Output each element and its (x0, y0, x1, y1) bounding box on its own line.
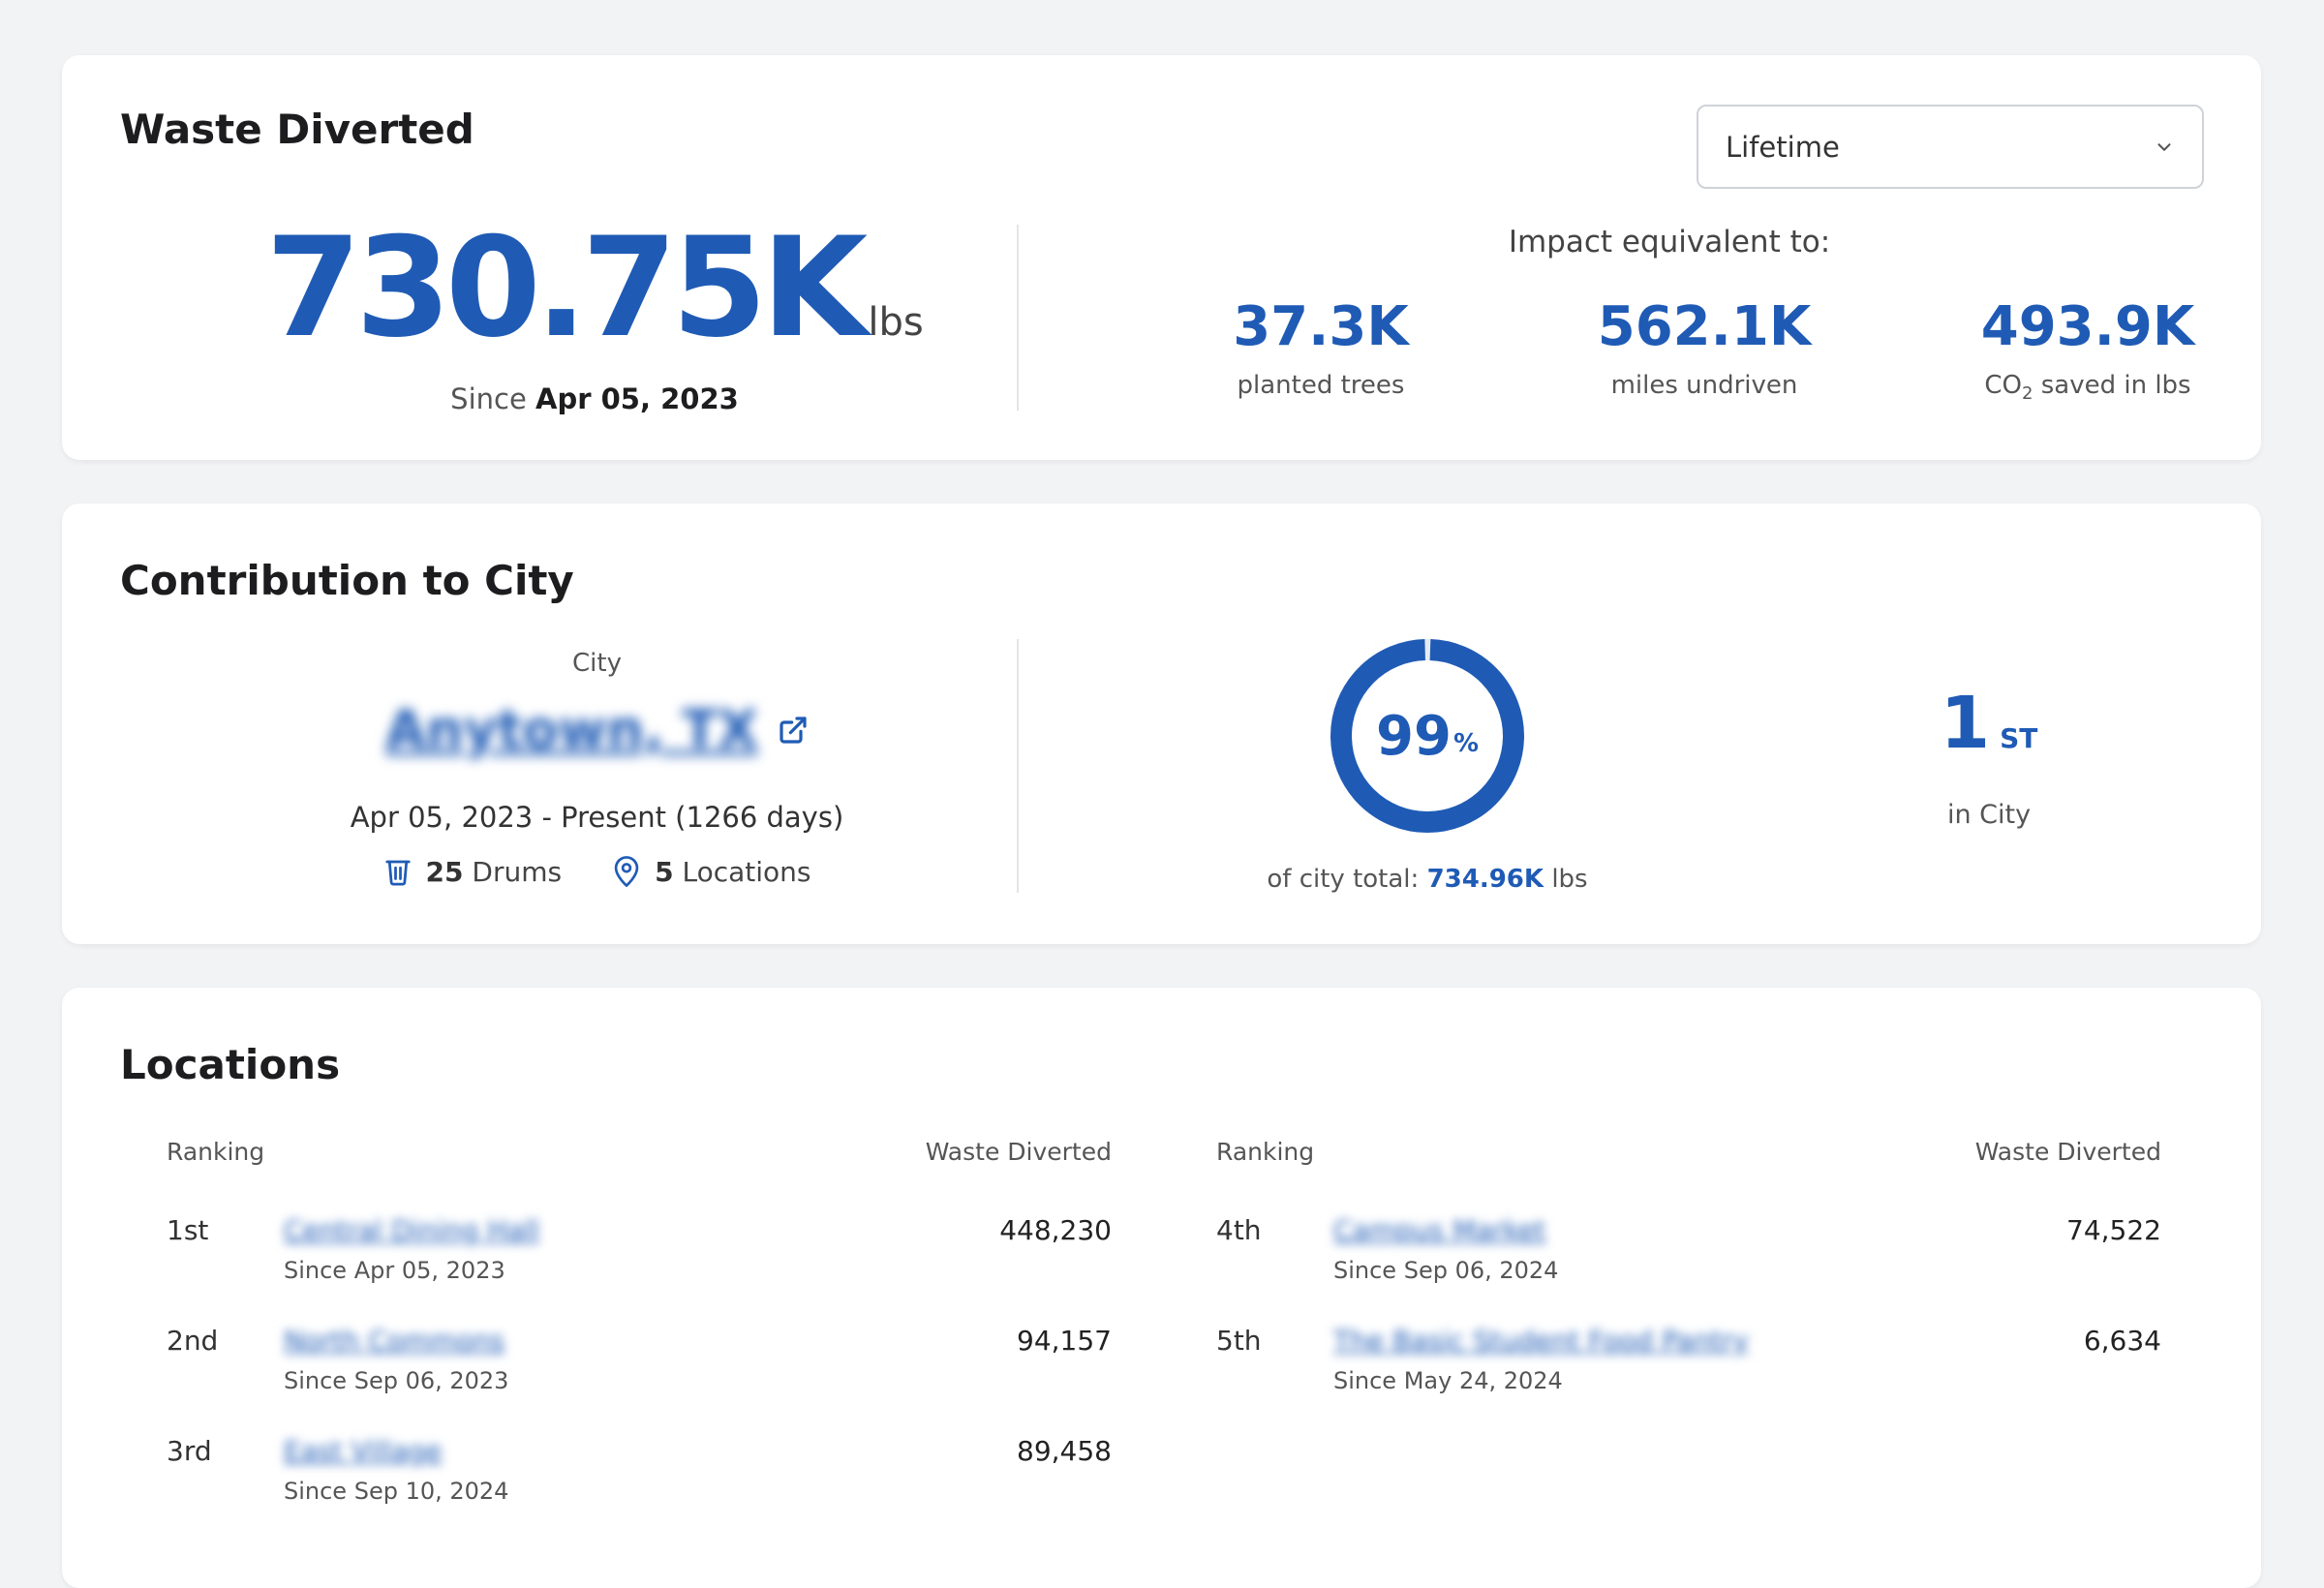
row-since: Since Sep 10, 2024 (284, 1478, 509, 1505)
date-range: Apr 05, 2023 - Present (1266 days) (350, 801, 844, 834)
row-since: Since Sep 06, 2023 (284, 1367, 509, 1394)
waste-diverted-title: Waste Diverted (120, 106, 474, 153)
col-waste-diverted: Waste Diverted (1974, 1138, 2161, 1166)
donut-chart (1330, 639, 1524, 833)
row-since: Since May 24, 2024 (1333, 1367, 1563, 1394)
location-link[interactable]: The Basic Student Food Pantry (1333, 1325, 1749, 1357)
row-since: Since Apr 05, 2023 (284, 1257, 505, 1284)
city-total-prefix: of city total: (1267, 865, 1420, 894)
col-ranking: Ranking (1216, 1138, 1315, 1166)
col-waste-diverted: Waste Diverted (925, 1138, 1112, 1166)
map-pin-icon (614, 856, 639, 887)
rank-suffix: ST (2000, 722, 2038, 754)
city-total-value: 734.96K (1426, 865, 1544, 894)
drums-count: 25 Drums (383, 855, 563, 888)
impact-miles: 562.1K miles undriven (1530, 297, 1879, 400)
divider (1017, 225, 1019, 411)
row-since: Since Sep 06, 2024 (1333, 1257, 1559, 1284)
co2-label-sub: 2 (2022, 382, 2034, 404)
table-row: 2nd North Commons Since Sep 06, 2023 94,… (167, 1313, 1112, 1423)
row-rank: 4th (1216, 1214, 1262, 1246)
period-select-value: Lifetime (1726, 130, 1840, 164)
row-value: 74,522 (2066, 1214, 2161, 1246)
since-prefix: Since (450, 382, 527, 415)
row-rank: 3rd (167, 1435, 212, 1467)
impact-co2-label: CO2 saved in lbs (1913, 371, 2262, 404)
col-ranking: Ranking (167, 1138, 265, 1166)
contribution-title: Contribution to City (120, 557, 574, 604)
city-total-unit: lbs (1551, 865, 1588, 894)
location-link[interactable]: Campus Market (1333, 1214, 1546, 1246)
waste-diverted-card: Waste Diverted Lifetime 730.75K lbs Sinc… (62, 55, 2261, 460)
table-row: 3rd East Village Since Sep 10, 2024 89,4… (167, 1423, 1112, 1534)
locations-table-left: Ranking Waste Diverted 1st Central Dinin… (167, 1138, 1112, 1534)
share-percent: 99 (1376, 704, 1452, 768)
total-waste-unit: lbs (868, 300, 924, 345)
co2-label-post: saved in lbs (2033, 370, 2191, 400)
impact-trees-value: 37.3K (1233, 295, 1409, 358)
drums-label: Drums (472, 855, 563, 888)
total-waste-value: 730.75K (265, 208, 868, 368)
location-link[interactable]: Central Dining Hall (284, 1214, 539, 1246)
row-value: 94,157 (1017, 1325, 1112, 1357)
share-percent-sign: % (1452, 729, 1479, 758)
chevron-down-icon (2157, 142, 2171, 151)
locations-label: Locations (682, 855, 811, 888)
table-row: 1st Central Dining Hall Since Apr 05, 20… (167, 1203, 1112, 1313)
impact-miles-label: miles undriven (1610, 370, 1798, 400)
city-name-link[interactable]: Anytown, TX (385, 699, 758, 760)
row-rank: 5th (1216, 1325, 1262, 1357)
city-info: City Anytown, TX Apr 05, 2023 - Present … (159, 649, 1035, 888)
co2-label-pre: CO (1984, 370, 2023, 400)
locations-number: 5 (655, 855, 674, 888)
city-rank-block: 1 ST in City (1805, 687, 2173, 830)
locations-card: Locations Ranking Waste Diverted 1st Cen… (62, 988, 2261, 1588)
impact-trees: 37.3K planted trees (1147, 297, 1495, 400)
drums-number: 25 (425, 855, 464, 888)
row-rank: 2nd (167, 1325, 219, 1357)
row-value: 89,458 (1017, 1435, 1112, 1467)
donut-arc (1330, 639, 1524, 833)
locations-title: Locations (120, 1041, 341, 1088)
row-value: 6,634 (2083, 1325, 2161, 1357)
impact-co2: 493.9K CO2 saved in lbs (1913, 297, 2262, 404)
trash-icon (384, 860, 411, 886)
table-row: 4th Campus Market Since Sep 06, 2024 74,… (1216, 1203, 2161, 1313)
city-share-donut: 99% (1328, 636, 1527, 836)
row-value: 448,230 (999, 1214, 1112, 1246)
rank-label: in City (1946, 800, 2032, 830)
rank-number: 1 (1940, 682, 1991, 765)
divider (1017, 639, 1019, 893)
period-select[interactable]: Lifetime (1697, 105, 2204, 189)
location-link[interactable]: East Village (284, 1435, 443, 1467)
impact-co2-value: 493.9K (1980, 295, 2195, 358)
location-link[interactable]: North Commons (284, 1325, 505, 1357)
city-total-line: of city total: 734.96K lbs (1176, 865, 1679, 894)
impact-heading: Impact equivalent to: (1508, 225, 1831, 260)
impact-trees-label: planted trees (1237, 370, 1405, 400)
contribution-card: Contribution to City City Anytown, TX Ap… (62, 504, 2261, 944)
city-caption: City (572, 649, 622, 678)
locations-table-right: Ranking Waste Diverted 4th Campus Market… (1216, 1138, 2161, 1423)
locations-count: 5 Locations (612, 855, 810, 888)
table-row: 5th The Basic Student Food Pantry Since … (1216, 1313, 2161, 1423)
since-date: Apr 05, 2023 (535, 382, 739, 415)
total-waste-block: 730.75K lbs Since Apr 05, 2023 (159, 208, 1030, 416)
impact-miles-value: 562.1K (1597, 295, 1812, 358)
row-rank: 1st (167, 1214, 209, 1246)
since-date-line: Since Apr 05, 2023 (159, 382, 1030, 415)
city-share-block: 99% of city total: 734.96K lbs (1176, 636, 1679, 894)
external-link-icon[interactable] (778, 715, 809, 746)
